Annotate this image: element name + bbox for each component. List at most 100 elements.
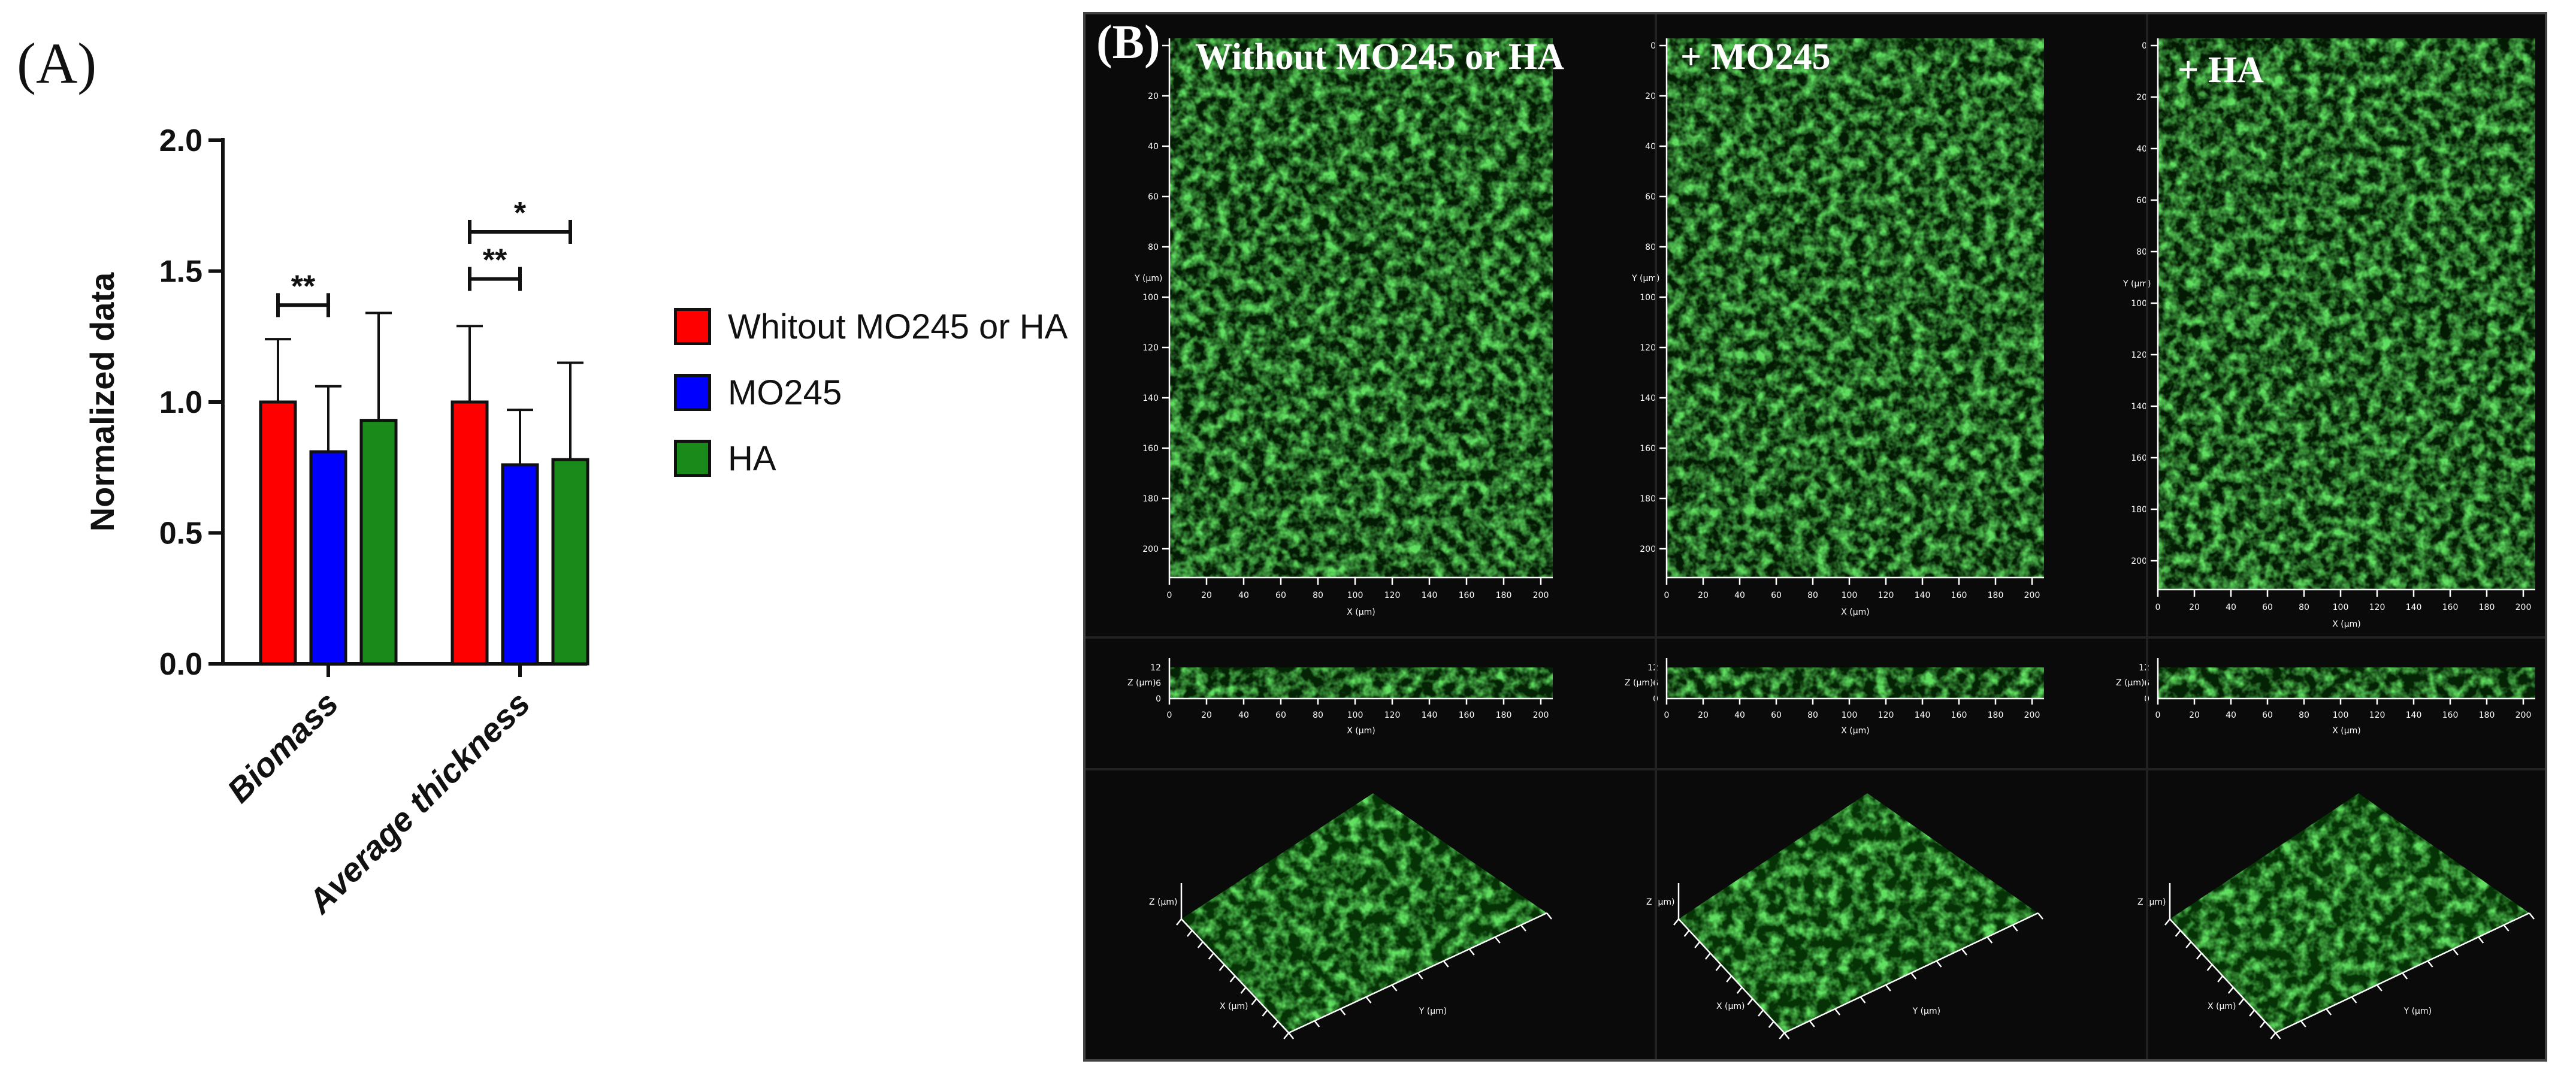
legend-item-mo245: MO245 — [674, 365, 1068, 419]
3d-z-axis-label: Z (µm) — [2137, 897, 2166, 907]
y-axis-label: Normalized data — [83, 272, 121, 531]
x-tick-label: 200 — [1533, 591, 1549, 600]
panel-a-label: (A) — [17, 31, 97, 95]
3d-x-axis-label: X (µm) — [2208, 1002, 2236, 1011]
3d-x-tick-mark — [1229, 975, 1236, 983]
3d-y-tick-mark — [1910, 972, 1917, 980]
y-tick-label: 2.0 — [159, 123, 202, 158]
y-tick-label: 80 — [2136, 247, 2147, 257]
y-tick-label: 0.5 — [159, 516, 202, 551]
significance-label: ** — [291, 269, 316, 304]
y-tick-label: 20 — [1645, 92, 1656, 101]
3d-x-tick-mark — [2259, 1021, 2266, 1028]
x-tick-label: 0 — [1167, 591, 1172, 600]
xz-x-tick-label: 60 — [1275, 711, 1286, 720]
xz-x-tick-label: 140 — [2406, 711, 2422, 720]
3d-x-tick-mark — [1758, 1009, 1764, 1017]
3d-y-tick-mark — [2503, 924, 2510, 932]
z-axis-label: Z (µm) — [1625, 678, 1653, 688]
condition-label-without: Without MO245 or HA — [1195, 37, 1565, 77]
x-axis-label: X (µm) — [1347, 607, 1375, 617]
legend-swatch-mo245 — [674, 374, 711, 411]
xz-x-tick-label: 200 — [2024, 711, 2040, 720]
3d-x-tick-mark — [2175, 930, 2181, 937]
xz-x-tick-label: 60 — [2262, 711, 2273, 720]
x-tick-label: 140 — [2406, 603, 2422, 612]
y-tick-label: 140 — [1142, 394, 1159, 403]
3d-surface-texture — [1181, 793, 1547, 1033]
3d-y-tick-mark — [1860, 996, 1866, 1004]
x-tick-label: 80 — [2299, 603, 2309, 612]
3d-y-tick-mark — [2326, 1008, 2332, 1015]
legend-label: Whitout MO245 or HA — [728, 307, 1068, 346]
x-tick-label: 120 — [2369, 603, 2385, 612]
x-tick-label: 140 — [1422, 591, 1438, 600]
3d-x-tick-mark — [1673, 918, 1679, 926]
3d-x-tick-mark — [2217, 975, 2224, 983]
xz-x-tick-label: 40 — [1734, 711, 1745, 720]
x-tick-label: 100 — [2333, 603, 2349, 612]
3d-y-tick-mark — [2351, 996, 2357, 1004]
z-tick-label: 12 — [1150, 663, 1161, 673]
x-tick-label: 0 — [2155, 603, 2161, 612]
z-axis-label: Z (µm) — [1127, 678, 1156, 688]
3d-x-axis-label: X (µm) — [1716, 1002, 1745, 1011]
bar — [451, 400, 489, 666]
3d-x-axis-line — [1181, 918, 1290, 1033]
y-tick-label: 140 — [1640, 394, 1656, 403]
3d-y-tick-mark — [2427, 960, 2433, 968]
3d-x-tick-mark — [1283, 1032, 1290, 1039]
3d-y-tick-mark — [1961, 948, 1967, 956]
y-tick-label: 60 — [1645, 192, 1656, 202]
xz-x-tick-label: 20 — [1201, 711, 1212, 720]
x-tick-label: 0 — [1664, 591, 1670, 600]
bar — [359, 419, 398, 666]
xz-x-tick-label: 80 — [1807, 711, 1818, 720]
3d-x-tick-mark — [1768, 1021, 1774, 1028]
x-tick-label: 200 — [2515, 603, 2532, 612]
y-tick-label: 20 — [1148, 92, 1159, 101]
x-tick-label: 40 — [1238, 591, 1249, 600]
3d-y-axis-label: Y (µm) — [1912, 1007, 1940, 1016]
y-tick-label: 100 — [1142, 293, 1159, 303]
3d-y-tick-mark — [1391, 984, 1398, 992]
3d-x-tick-mark — [1747, 998, 1753, 1005]
significance-label: ** — [483, 243, 507, 278]
x-tick-label: 20 — [1201, 591, 1212, 600]
x-tick-label: 120 — [1878, 591, 1894, 600]
y-axis-label: Y (µm) — [1631, 274, 1659, 283]
bar — [551, 458, 589, 666]
3d-y-tick-mark — [1546, 912, 1552, 920]
y-tick-label: 60 — [1148, 192, 1159, 202]
3d-surface-texture — [2170, 793, 2529, 1033]
3d-x-tick-mark — [1176, 918, 1182, 926]
x-tick-label: 180 — [1496, 591, 1512, 600]
3d-y-tick-mark — [2478, 936, 2484, 944]
error-bars — [265, 312, 583, 465]
y-axis-label: Y (µm) — [2123, 279, 2151, 289]
3d-y-tick-mark — [2275, 1032, 2281, 1039]
xz-x-tick-label: 0 — [1664, 711, 1670, 720]
y-tick-label: 0 — [1650, 41, 1656, 51]
3d-y-tick-mark — [1783, 1032, 1790, 1039]
x-axis-label: X (µm) — [1841, 607, 1870, 617]
xz-x-tick-label: 180 — [1988, 711, 2004, 720]
3d-x-tick-mark — [2185, 941, 2192, 948]
legend-item-without: Whitout MO245 or HA — [674, 300, 1068, 353]
3d-x-tick-mark — [1208, 953, 1214, 960]
3d-x-tick-mark — [2238, 998, 2245, 1005]
z-tick-label: 6 — [1156, 679, 1161, 688]
3d-y-tick-mark — [2012, 924, 2018, 932]
3d-x-tick-mark — [1683, 930, 1690, 937]
y-tick-label: 100 — [1640, 293, 1656, 303]
3d-x-tick-mark — [1251, 998, 1257, 1005]
3d-x-tick-mark — [1186, 930, 1193, 937]
x-tick-label: 80 — [1313, 591, 1323, 600]
xy-image-texture — [1169, 38, 1553, 578]
y-tick-label: 80 — [1148, 243, 1159, 252]
xz-x-axis-label: X (µm) — [1841, 726, 1870, 736]
microscopy-panel: 0 20 40 60 80 100 120 140 160 180 200 Y (µm) 0 20 40 60… — [1083, 12, 2547, 1062]
xz-x-tick-label: 100 — [2333, 711, 2349, 720]
3d-y-tick-mark — [2452, 948, 2459, 956]
